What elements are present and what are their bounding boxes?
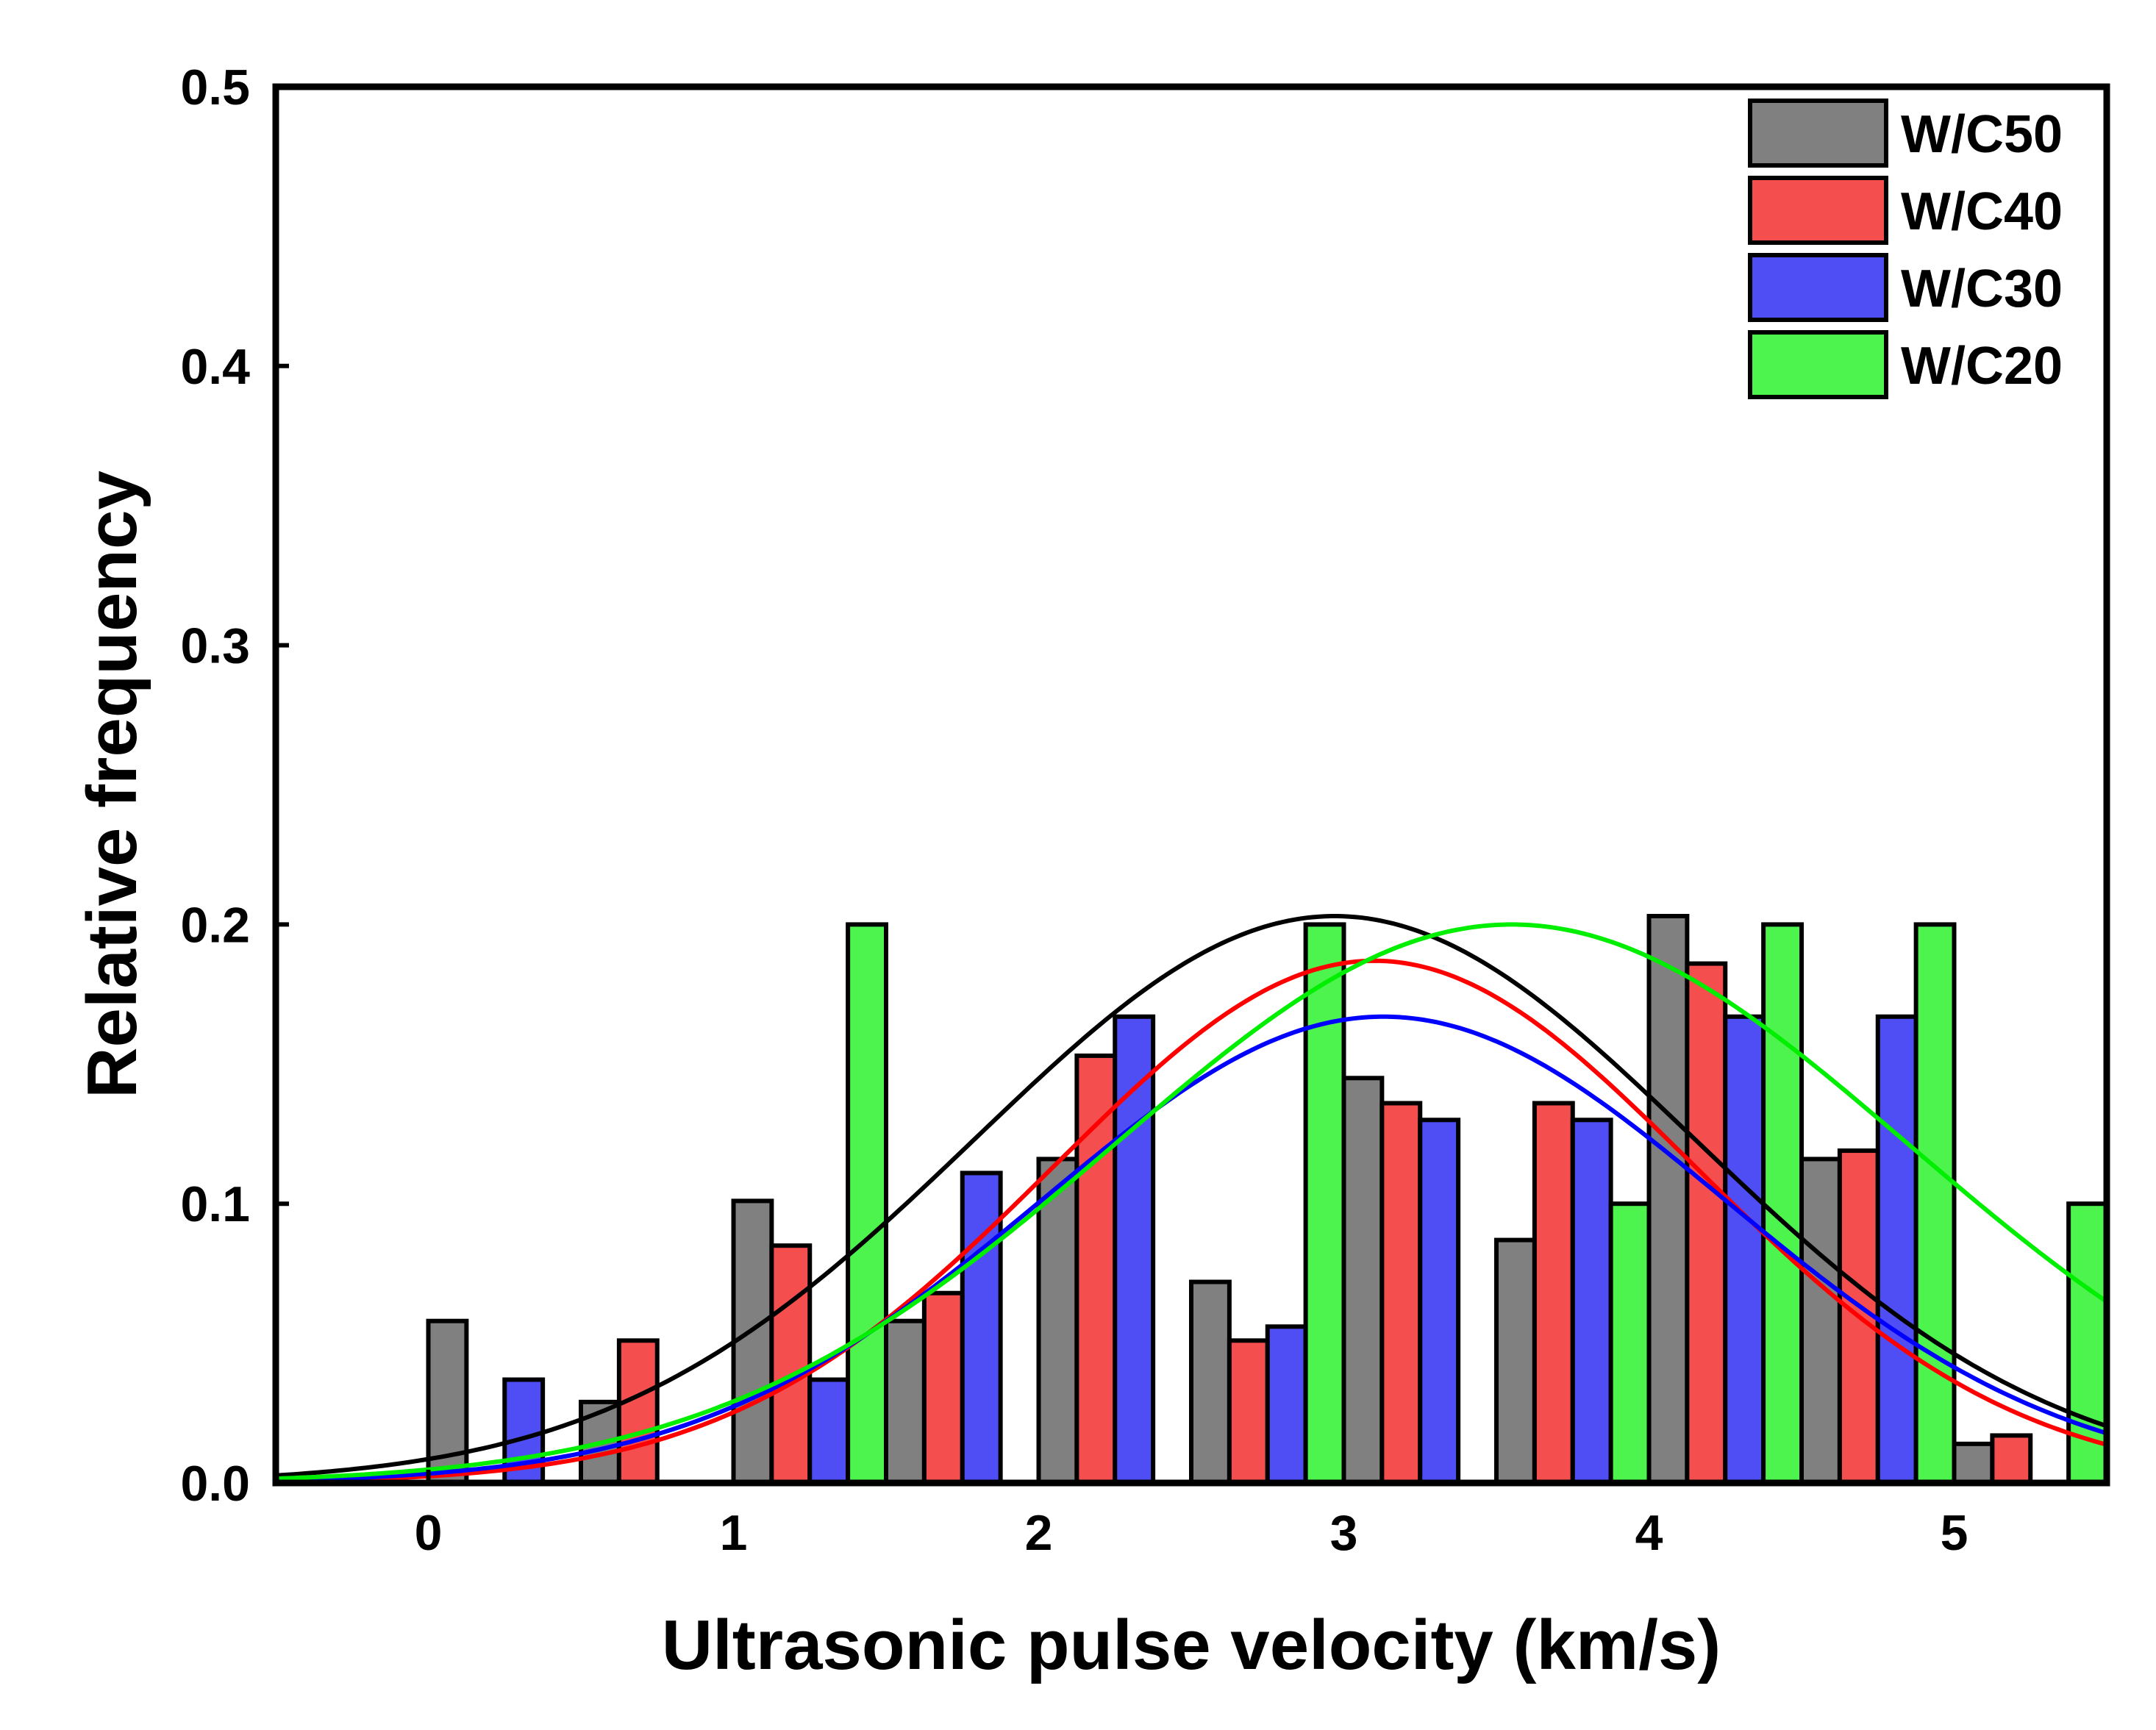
bar-wc30-5 xyxy=(1265,1324,1308,1486)
y-tick-label: 0.3 xyxy=(180,618,250,674)
legend-label-wc30: W/C30 xyxy=(1901,260,2063,318)
fit-curves-layer xyxy=(275,914,2108,1484)
bar-wc30-2 xyxy=(807,1377,851,1485)
bar-wc30-6 xyxy=(1418,1118,1461,1485)
bar-wc20-1 xyxy=(846,922,888,1485)
legend-label-wc20: W/C20 xyxy=(1901,337,2063,396)
bar-wc20-5 xyxy=(1913,922,1957,1485)
bar-wc40-5 xyxy=(1227,1338,1270,1485)
bar-wc40-4 xyxy=(1074,1053,1118,1485)
bars-layer xyxy=(426,914,2109,1486)
bar-wc30-3 xyxy=(960,1170,1003,1485)
fit-curve-wc50 xyxy=(275,914,2107,1478)
bar-wc50-10 xyxy=(1799,1157,1842,1485)
fit-curve-wc20 xyxy=(275,922,2108,1481)
bar-wc40-10 xyxy=(1990,1433,2033,1485)
legend-label-wc40: W/C40 xyxy=(1901,182,2063,241)
bar-wc50-3 xyxy=(731,1198,774,1485)
x-tick-label: 0 xyxy=(415,1505,443,1561)
bar-wc40-7 xyxy=(1532,1101,1575,1486)
x-tick-label: 2 xyxy=(1025,1505,1053,1561)
y-tick-label: 0.1 xyxy=(180,1176,250,1232)
y-axis-title: Relative frequency xyxy=(73,471,151,1098)
bar-wc40-6 xyxy=(1379,1101,1423,1486)
bar-wc40-1 xyxy=(616,1338,660,1485)
x-tick-label: 3 xyxy=(1330,1505,1358,1561)
bar-wc40-2 xyxy=(769,1243,813,1486)
bar-wc30-8 xyxy=(1723,1014,1766,1485)
bar-wc40-3 xyxy=(921,1290,965,1485)
x-axis-title: Ultrasonic pulse velocity (km/s) xyxy=(662,1606,1721,1684)
y-axis: 0.0 0.1 0.2 0.3 0.4 0.5 xyxy=(180,60,289,1512)
x-tick-label: 5 xyxy=(1941,1505,1968,1561)
x-tick-label: 4 xyxy=(1635,1505,1663,1561)
bar-wc50-11 xyxy=(1952,1441,1995,1486)
plot-frame xyxy=(272,83,2110,1487)
x-tick-label: 1 xyxy=(720,1505,748,1561)
bar-wc20-3 xyxy=(1608,1201,1652,1485)
y-tick-label: 0.5 xyxy=(180,60,250,115)
legend-swatch-wc50 xyxy=(1748,99,1888,168)
legend-swatch-wc30 xyxy=(1748,253,1888,322)
bar-wc20-2 xyxy=(1303,922,1346,1485)
bar-wc50-4 xyxy=(884,1318,927,1485)
bar-wc50-5 xyxy=(1036,1157,1079,1485)
y-tick-label: 0.0 xyxy=(180,1456,250,1512)
legend-label-wc50: W/C50 xyxy=(1901,105,2063,164)
bar-wc20-4 xyxy=(1761,922,1804,1485)
y-tick-label: 0.4 xyxy=(180,339,250,395)
fit-curve-wc40 xyxy=(275,958,2107,1484)
bar-wc30-9 xyxy=(1875,1014,1918,1485)
fit-curve-wc30 xyxy=(275,1014,2107,1483)
bar-wc50-8 xyxy=(1494,1237,1537,1485)
bar-wc50-9 xyxy=(1646,914,1690,1485)
bar-wc40-8 xyxy=(1685,961,1728,1485)
y-tick-label: 0.2 xyxy=(180,897,250,953)
bar-wc50-7 xyxy=(1341,1076,1385,1486)
legend-swatch-wc40 xyxy=(1748,176,1888,245)
x-axis: 0 1 2 3 4 5 xyxy=(415,1470,1968,1561)
bar-wc50-6 xyxy=(1189,1279,1232,1485)
legend-swatch-wc20 xyxy=(1748,330,1888,399)
legend: W/C50 W/C40 W/C30 W/C20 xyxy=(1748,99,2063,399)
bar-wc30-7 xyxy=(1570,1118,1613,1485)
